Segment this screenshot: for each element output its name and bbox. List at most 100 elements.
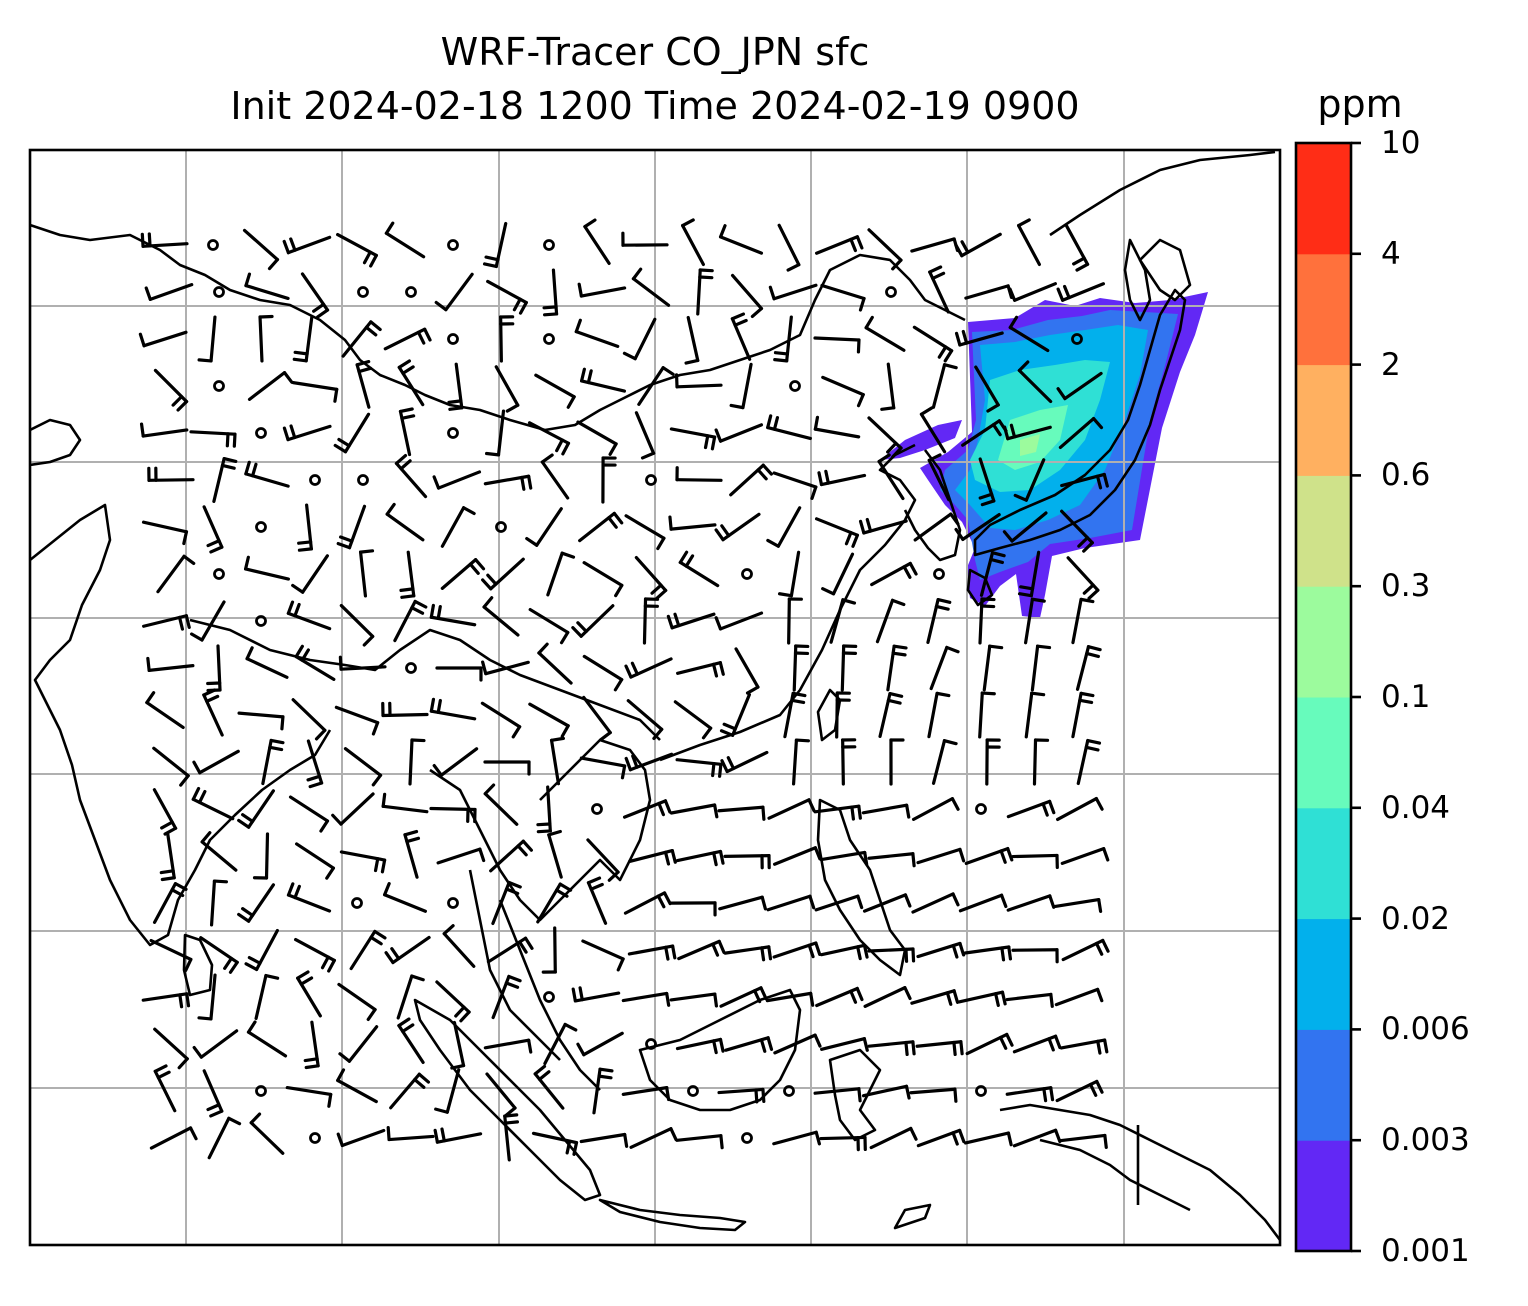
calm-wind-marker xyxy=(255,615,267,627)
wind-barb xyxy=(153,368,189,412)
wind-barb xyxy=(675,758,723,778)
wind-barb xyxy=(435,666,483,682)
wind-barb xyxy=(282,424,332,442)
wind-barb xyxy=(1061,938,1110,962)
wind-barb xyxy=(432,747,479,777)
wind-barb xyxy=(624,514,666,551)
colorbar-segment xyxy=(1296,586,1351,698)
wind-barb xyxy=(336,504,367,550)
wind-barb xyxy=(581,939,625,972)
wind-barb xyxy=(723,854,771,870)
wind-barb xyxy=(245,646,289,679)
wind-barb xyxy=(861,803,911,819)
wind-barb xyxy=(840,644,858,692)
wind-barb xyxy=(337,982,377,1022)
wind-barb xyxy=(624,752,674,772)
wind-barb xyxy=(536,882,573,924)
wind-barb xyxy=(677,939,726,961)
wind-barb xyxy=(436,847,486,865)
wind-barb xyxy=(139,422,189,438)
wind-barb xyxy=(394,453,428,499)
wind-barb xyxy=(237,711,285,731)
wind-barb xyxy=(1060,847,1110,865)
wind-barb xyxy=(534,373,576,409)
wind-barb xyxy=(964,284,1014,300)
wind-barb xyxy=(1055,1079,1104,1103)
coast-malay-peninsula xyxy=(468,869,561,1061)
wind-barb xyxy=(334,705,380,736)
wind-barb xyxy=(202,1069,224,1118)
wind-barb xyxy=(772,941,822,959)
wind-barb xyxy=(242,228,280,271)
calm-wind-marker xyxy=(351,897,363,909)
wind-barb xyxy=(684,315,700,365)
wind-barb xyxy=(579,756,627,780)
wind-barb xyxy=(571,604,615,638)
wind-barb xyxy=(540,453,570,500)
wind-barb xyxy=(963,945,1013,962)
wind-barb xyxy=(916,1128,966,1148)
calm-wind-marker xyxy=(741,568,753,580)
colorbar-tick-label: 0.001 xyxy=(1381,1233,1470,1269)
wind-barb xyxy=(202,505,224,554)
wind-barb xyxy=(247,371,294,401)
calm-markers xyxy=(207,239,1083,1144)
colorbar-tick-label: 0.6 xyxy=(1381,457,1431,494)
wind-barb xyxy=(482,596,520,637)
wind-barb xyxy=(768,283,818,301)
wind-barb xyxy=(1066,556,1100,600)
wind-barb xyxy=(669,992,719,1008)
wind-barb xyxy=(483,1038,533,1054)
wind-barb xyxy=(673,700,713,740)
wind-barb xyxy=(1059,1038,1109,1055)
wind-barb xyxy=(491,880,522,926)
wind-barb xyxy=(1053,897,1103,914)
wind-barb xyxy=(1003,423,1052,441)
wind-barb xyxy=(886,644,908,692)
wind-barb xyxy=(714,423,764,443)
wind-barb xyxy=(867,852,916,868)
wind-barb xyxy=(291,381,339,403)
calm-wind-marker xyxy=(207,239,219,251)
wind-barb xyxy=(571,986,621,1003)
wind-barb xyxy=(291,554,329,594)
wind-barb xyxy=(429,806,477,824)
wind-barb xyxy=(288,795,330,833)
wind-barb xyxy=(197,973,217,1021)
wind-barb xyxy=(294,644,336,681)
wind-barb xyxy=(336,232,378,268)
wind-barb xyxy=(442,924,476,968)
colorbar-segment xyxy=(1296,1029,1351,1141)
wind-barb xyxy=(681,218,705,267)
calm-wind-marker xyxy=(495,521,507,533)
wind-barb xyxy=(1005,1086,1055,1103)
wind-barb xyxy=(586,838,620,882)
wind-barb xyxy=(296,970,322,1018)
wind-barb xyxy=(192,749,240,775)
wind-barb xyxy=(339,850,387,874)
calm-wind-marker xyxy=(255,521,267,533)
wind-barb xyxy=(331,792,375,826)
wind-barb xyxy=(1064,224,1090,272)
calm-wind-marker xyxy=(213,286,225,298)
wind-barb xyxy=(628,849,677,866)
wind-barb xyxy=(398,407,416,457)
wind-barb xyxy=(282,235,332,255)
wind-barb xyxy=(399,550,416,599)
wind-barb xyxy=(926,597,952,645)
colorbar-segment xyxy=(1296,475,1351,587)
calm-wind-marker xyxy=(1071,333,1083,345)
wind-barb xyxy=(531,1131,579,1156)
wind-barb xyxy=(622,799,672,819)
wind-barb xyxy=(577,282,627,298)
coast-india xyxy=(30,503,332,947)
wind-barb xyxy=(527,421,571,456)
wind-barb xyxy=(528,702,570,738)
wind-barb xyxy=(766,414,812,441)
wind-barb xyxy=(528,607,570,645)
wind-barb xyxy=(792,644,810,692)
calm-wind-marker xyxy=(687,1085,699,1097)
wind-barb xyxy=(1008,315,1050,353)
wind-barb xyxy=(1005,992,1054,1008)
wind-barb xyxy=(482,221,508,269)
